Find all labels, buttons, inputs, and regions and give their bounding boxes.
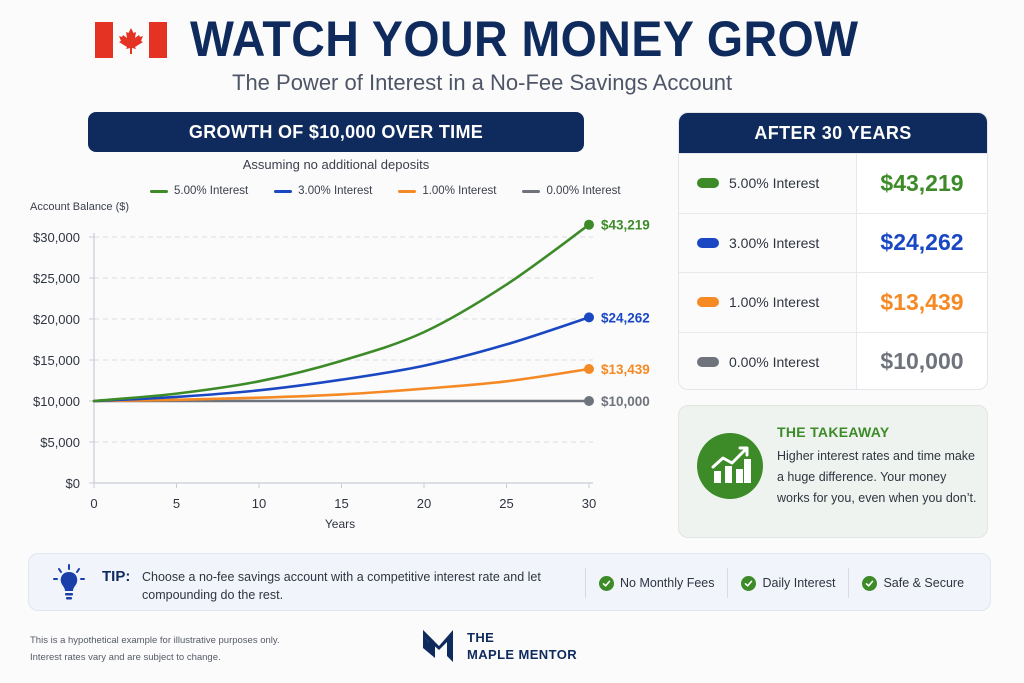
- disclaimer-line: This is a hypothetical example for illus…: [30, 635, 280, 646]
- legend-item-0pct: 0.00% Interest: [522, 185, 621, 197]
- rate-label: 0.00% Interest: [729, 353, 820, 370]
- svg-text:$43,219: $43,219: [601, 218, 650, 233]
- rate-label: 1.00% Interest: [729, 294, 820, 311]
- svg-text:5: 5: [173, 496, 180, 511]
- svg-text:0: 0: [90, 496, 97, 511]
- chart-series: [92, 219, 594, 406]
- canada-flag-icon: [95, 22, 167, 58]
- legend-swatch-green: [150, 189, 168, 193]
- chart-legend: 5.00% Interest 3.00% Interest 1.00% Inte…: [150, 185, 621, 197]
- brand-logo: THE MAPLE MENTOR: [421, 628, 577, 664]
- svg-text:$10,000: $10,000: [33, 394, 80, 409]
- tip-text: Choose a no-fee savings account with a c…: [142, 570, 541, 602]
- feature-label: No Monthly Fees: [620, 576, 715, 590]
- brand-line: MAPLE MENTOR: [467, 647, 578, 662]
- feature-no-monthly-fees: No Monthly Fees: [585, 568, 727, 598]
- tip-label: TIP:: [102, 568, 131, 585]
- tip-bar: TIP: Choose a no-fee savings account wit…: [28, 553, 991, 611]
- chart-assumption: Assuming no additional deposits: [242, 157, 430, 172]
- takeaway-title: THE TAKEAWAY: [777, 424, 890, 440]
- balance-value: $24,262: [880, 229, 964, 256]
- growth-chart-icon: [697, 433, 763, 499]
- page-subtitle: The Power of Interest in a No-Fee Saving…: [232, 70, 733, 95]
- swatch-blue: [697, 237, 719, 248]
- legend-swatch-orange: [398, 189, 417, 193]
- svg-text:25: 25: [499, 496, 513, 511]
- svg-text:$0: $0: [66, 476, 80, 491]
- summary-row-3pct: 3.00% Interest $24,262: [679, 212, 987, 272]
- svg-text:$30,000: $30,000: [33, 230, 80, 245]
- swatch-green: [697, 178, 719, 189]
- brand-name: THE MAPLE MENTOR: [467, 629, 577, 663]
- balance-value: $10,000: [880, 348, 964, 375]
- takeaway-card: THE TAKEAWAY Higher interest rates and t…: [678, 405, 988, 538]
- legend-label: 3.00% Interest: [298, 185, 373, 197]
- swatch-orange: [697, 297, 719, 308]
- svg-text:$20,000: $20,000: [33, 312, 80, 327]
- check-icon: [741, 575, 757, 591]
- takeaway-text: Higher interest rates and time make a hu…: [777, 449, 977, 505]
- svg-text:$13,439: $13,439: [601, 362, 650, 377]
- balance-value: $43,219: [880, 169, 964, 196]
- chart-axes: $0 $5,000 $10,000 $15,000 $20,000 $25,000 $30,…: [33, 230, 596, 531]
- summary-row-label: 5.00% Interest: [679, 154, 857, 213]
- header: WATCH YOUR MONEY GROW The Power of Inter…: [0, 0, 1024, 105]
- page-title: WATCH YOUR MONEY GROW: [190, 11, 859, 67]
- summary-row-0pct: 0.00% Interest $10,000: [679, 331, 987, 389]
- balance-value: $13,439: [880, 288, 964, 315]
- legend-label: 1.00% Interest: [422, 185, 497, 197]
- maple-mentor-logo-icon: [423, 630, 453, 662]
- svg-text:30: 30: [582, 496, 596, 511]
- legend-label: 0.00% Interest: [546, 185, 621, 197]
- svg-text:$15,000: $15,000: [33, 353, 80, 368]
- legend-item-1pct: 1.00% Interest: [398, 185, 496, 197]
- feature-label: Daily Interest: [762, 576, 836, 590]
- legend-item-5pct: 5.00% Interest: [150, 185, 248, 197]
- summary-row-label: 0.00% Interest: [679, 332, 857, 389]
- y-axis-label: Account Balance ($): [30, 201, 130, 213]
- swatch-gray: [697, 356, 719, 367]
- svg-text:20: 20: [417, 496, 431, 511]
- chart-labels: $10,000 $13,439 $24,262 $43,219: [601, 218, 650, 409]
- feature-label: Safe & Secure: [883, 576, 965, 590]
- line-chart: $0 $5,000 $10,000 $15,000 $20,000 $25,000 $30,…: [33, 218, 650, 531]
- chart-title-banner: GROWTH OF $10,000 OVER TIME: [88, 112, 584, 152]
- feature-safe-secure: Safe & Secure: [848, 568, 977, 598]
- lightbulb-icon: [53, 564, 85, 600]
- summary-panel: AFTER 30 YEARS 5.00% Interest $43,219 3.…: [678, 112, 988, 390]
- svg-text:Years: Years: [325, 517, 355, 531]
- svg-text:15: 15: [334, 496, 348, 511]
- rate-label: 3.00% Interest: [729, 234, 820, 251]
- check-icon: [862, 575, 878, 591]
- svg-text:$10,000: $10,000: [601, 394, 650, 409]
- svg-text:$24,262: $24,262: [601, 310, 650, 325]
- chart-grid: [94, 236, 593, 443]
- feature-daily-interest: Daily Interest: [727, 568, 848, 598]
- summary-row-label: 3.00% Interest: [679, 213, 857, 272]
- disclaimer: This is a hypothetical example for illus…: [30, 632, 280, 666]
- legend-swatch-blue: [274, 189, 293, 193]
- summary-row-1pct: 1.00% Interest $13,439: [679, 272, 987, 332]
- summary-row-5pct: 5.00% Interest $43,219: [679, 153, 987, 213]
- rate-label: 5.00% Interest: [729, 175, 820, 192]
- legend-swatch-gray: [522, 189, 541, 193]
- legend-item-3pct: 3.00% Interest: [274, 185, 372, 197]
- legend-label: 5.00% Interest: [174, 185, 249, 197]
- feature-list: No Monthly Fees Daily Interest Safe & Se…: [585, 568, 977, 598]
- summary-row-label: 1.00% Interest: [679, 273, 857, 332]
- disclaimer-line: Interest rates vary and are subject to c…: [30, 652, 221, 663]
- svg-text:$5,000: $5,000: [40, 435, 80, 450]
- svg-text:10: 10: [252, 496, 266, 511]
- summary-panel-header: AFTER 30 YEARS: [679, 113, 987, 153]
- svg-text:$25,000: $25,000: [33, 271, 80, 286]
- check-icon: [599, 575, 614, 591]
- brand-line: THE: [467, 630, 495, 645]
